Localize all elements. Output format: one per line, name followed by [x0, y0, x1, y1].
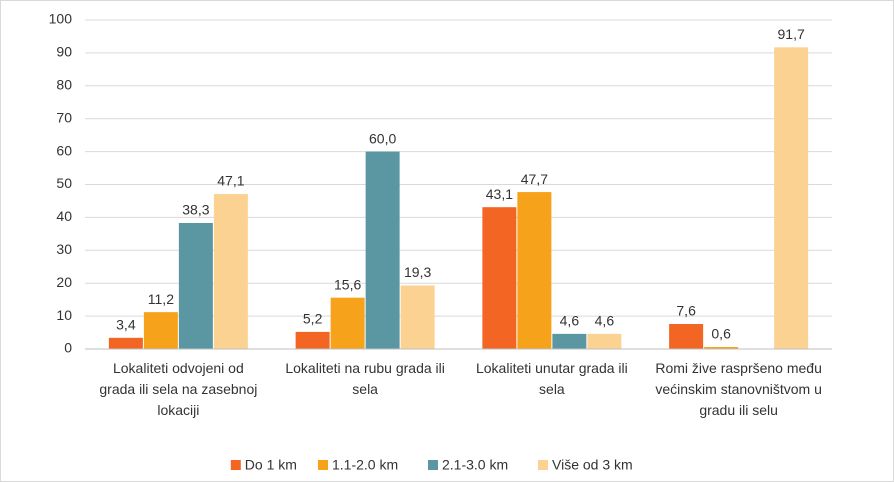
legend-swatch — [318, 460, 328, 470]
x-tick-label: Lokaliteti na rubu grada ili sela — [285, 360, 445, 397]
data-label: 43,1 — [486, 186, 513, 202]
y-tick-label: 40 — [56, 208, 72, 224]
bar — [108, 337, 143, 349]
y-tick-label: 70 — [56, 109, 72, 125]
bar — [143, 312, 178, 349]
y-tick-label: 50 — [56, 175, 72, 191]
legend-label: Do 1 km — [245, 457, 297, 473]
data-label: 4,6 — [595, 313, 615, 329]
data-label: 60,0 — [369, 130, 396, 146]
data-label: 15,6 — [334, 276, 361, 292]
data-label: 0,6 — [711, 326, 731, 342]
legend-label: 1.1-2.0 km — [332, 457, 398, 473]
legend-label: Više od 3 km — [552, 457, 633, 473]
data-label: 3,4 — [116, 317, 136, 333]
bar — [517, 192, 552, 349]
bar — [669, 323, 704, 349]
y-tick-label: 90 — [56, 44, 72, 60]
legend-swatch — [538, 460, 548, 470]
bar — [330, 297, 365, 349]
y-tick-label: 100 — [49, 11, 73, 27]
bar — [400, 285, 435, 349]
legend-label: 2.1-3.0 km — [442, 457, 508, 473]
bar — [482, 207, 517, 349]
bar — [365, 151, 400, 349]
bar — [774, 47, 809, 349]
y-tick-label: 0 — [64, 340, 72, 356]
y-tick-label: 30 — [56, 241, 72, 257]
y-tick-label: 60 — [56, 142, 72, 158]
data-label: 19,3 — [404, 264, 431, 280]
x-tick-label: Lokaliteti odvojeni od grada ili sela na… — [99, 360, 258, 418]
x-tick-label: Romi žive raspršeno među većinskim stano… — [655, 360, 822, 418]
data-label: 47,1 — [217, 173, 244, 189]
data-label: 7,6 — [676, 303, 696, 319]
bar — [587, 333, 622, 349]
data-label: 11,2 — [148, 291, 174, 307]
y-tick-label: 20 — [56, 274, 72, 290]
y-tick-label: 10 — [56, 307, 72, 323]
bar — [178, 222, 213, 349]
bar — [552, 333, 587, 349]
data-label: 47,7 — [521, 171, 548, 187]
legend-swatch — [230, 460, 241, 470]
y-tick-label: 80 — [56, 77, 72, 93]
data-label: 5,2 — [303, 311, 323, 327]
x-tick-label: Lokaliteti unutar grada ili sela — [475, 360, 628, 397]
data-label: 91,7 — [778, 26, 805, 42]
legend-swatch — [428, 460, 438, 470]
bar — [213, 194, 248, 349]
data-label: 38,3 — [182, 202, 209, 218]
bar — [295, 331, 330, 349]
data-label: 4,6 — [560, 313, 580, 329]
bar — [704, 347, 739, 349]
